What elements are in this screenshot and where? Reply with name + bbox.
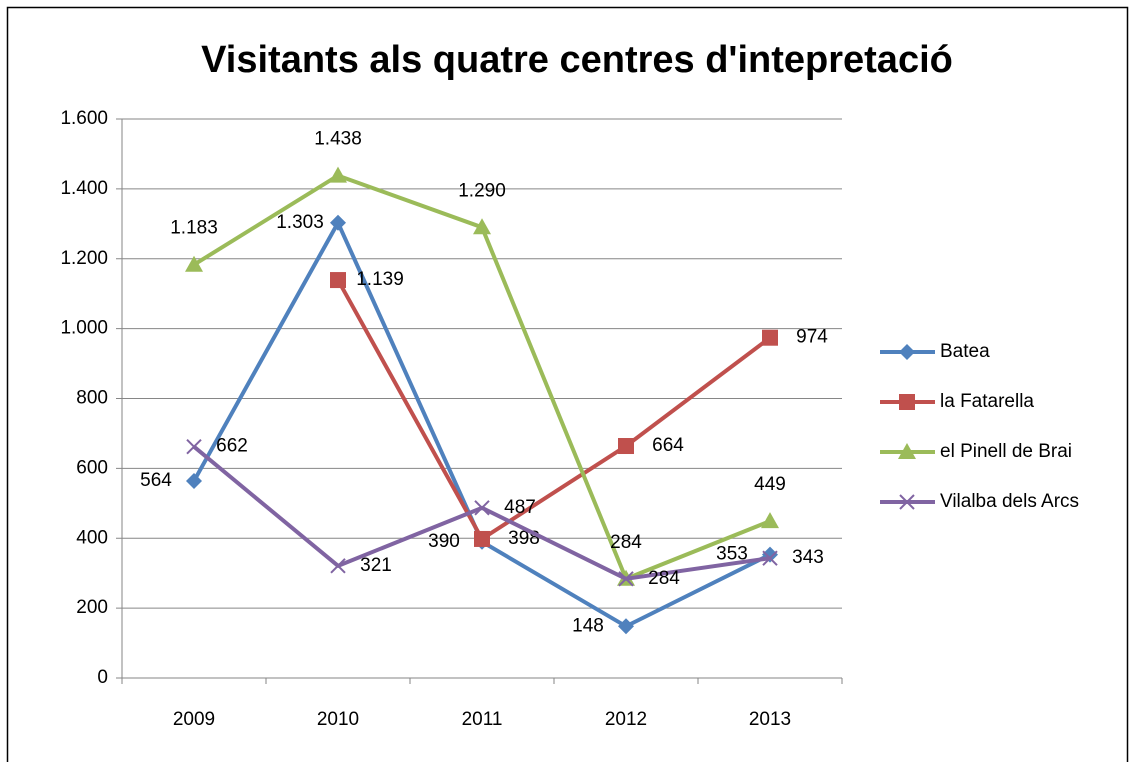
marker	[761, 512, 779, 529]
data-label: 390	[428, 531, 460, 552]
legend-label: la Fatarella	[940, 391, 1034, 412]
legend-label: Vilalba dels Arcs	[940, 491, 1079, 512]
data-label: 487	[504, 497, 536, 518]
data-label: 1.139	[356, 269, 404, 290]
x-tick-label: 2009	[173, 709, 215, 730]
marker	[762, 329, 778, 346]
y-tick-label: 1.000	[60, 318, 108, 339]
marker	[474, 530, 490, 547]
y-tick-label: 0	[97, 667, 108, 688]
y-tick-label: 1.200	[60, 248, 108, 269]
data-label: 398	[508, 528, 540, 549]
y-tick-label: 800	[76, 388, 108, 409]
marker	[618, 571, 634, 587]
marker	[185, 255, 203, 272]
data-label: 664	[652, 435, 684, 456]
marker	[186, 439, 202, 455]
data-label: 343	[792, 547, 824, 568]
series-line	[336, 279, 772, 541]
marker	[473, 218, 491, 235]
x-tick-label: 2012	[605, 709, 647, 730]
marker	[186, 472, 202, 489]
marker	[618, 618, 634, 635]
marker	[618, 438, 634, 455]
marker	[330, 272, 346, 289]
data-label: 1.303	[276, 212, 324, 233]
data-label: 662	[216, 436, 248, 457]
legend-marker	[898, 443, 916, 459]
marker	[474, 500, 490, 516]
legend-marker	[899, 344, 915, 360]
x-tick-label: 2013	[749, 709, 791, 730]
marker	[329, 166, 347, 183]
legend-label: el Pinell de Brai	[940, 441, 1072, 462]
data-label: 1.290	[458, 180, 506, 201]
data-label: 1.183	[170, 218, 218, 239]
y-tick-label: 200	[76, 597, 108, 618]
marker	[330, 558, 346, 574]
legend-marker	[899, 494, 915, 510]
data-label: 564	[140, 470, 172, 491]
y-tick-label: 400	[76, 527, 108, 548]
data-label: 353	[716, 544, 748, 565]
chart-title: Visitants als quatre centres d'intepreta…	[201, 39, 953, 81]
legend-label: Batea	[940, 341, 990, 362]
chart-frame	[6, 6, 1129, 762]
y-tick-label: 1.400	[60, 178, 108, 199]
data-label: 449	[754, 474, 786, 495]
legend-marker	[899, 394, 915, 410]
data-label: 148	[572, 615, 604, 636]
x-tick-label: 2011	[462, 709, 503, 730]
data-label: 974	[796, 327, 828, 348]
data-label: 321	[360, 555, 392, 576]
data-label: 284	[610, 532, 642, 553]
marker	[762, 550, 778, 566]
data-label: 1.438	[314, 129, 362, 150]
marker	[330, 214, 346, 231]
y-tick-label: 600	[76, 457, 108, 478]
x-tick-label: 2010	[317, 709, 359, 730]
y-tick-label: 1.600	[60, 108, 108, 129]
data-label: 284	[648, 568, 680, 589]
